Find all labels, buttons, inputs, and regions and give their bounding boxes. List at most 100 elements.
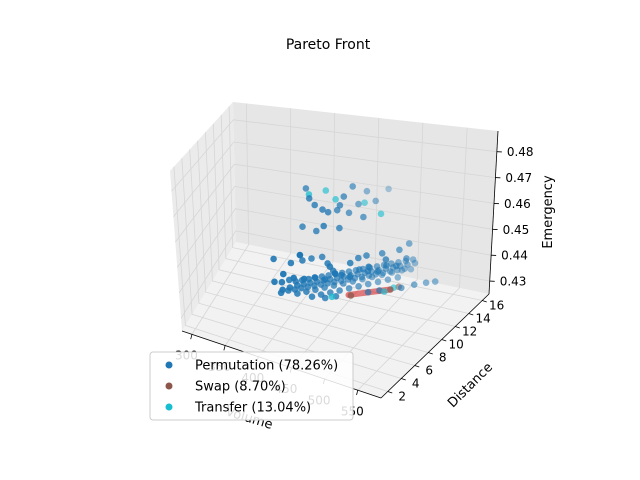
permutation-point (407, 265, 415, 273)
permutation-point (338, 271, 345, 279)
permutation-point (279, 286, 286, 294)
grid-line-x (191, 103, 250, 335)
permutation-point (321, 294, 329, 302)
permutation-point (374, 278, 382, 286)
permutation-point (405, 240, 413, 247)
permutation-point (410, 281, 418, 289)
permutation-point (300, 275, 308, 283)
permutation-point (345, 285, 353, 292)
permutation-point (394, 274, 402, 281)
permutation-point (396, 246, 403, 254)
permutation-point (312, 286, 319, 294)
grid-line-z (174, 163, 495, 243)
permutation-point (365, 263, 373, 271)
transfer-point (381, 288, 388, 295)
permutation-point (372, 197, 380, 205)
legend-label-transfer: Transfer (13.04%) (194, 401, 311, 416)
y-tick-label-mark (387, 391, 393, 394)
z-tick-label: 0.44 (501, 249, 528, 263)
y-tick-label: 10 (449, 337, 464, 351)
permutation-point (346, 259, 354, 267)
permutation-point (403, 255, 410, 262)
permutation-point (321, 276, 329, 283)
permutation-point (308, 255, 315, 262)
y-tick-label-mark (468, 313, 474, 316)
permutation-point (336, 287, 343, 294)
permutation-point (330, 282, 338, 289)
permutation-point (278, 278, 286, 286)
transfer-point (377, 210, 385, 218)
z-axis-line (488, 130, 499, 295)
permutation-point (398, 284, 405, 292)
z-tick-label: 0.45 (503, 223, 530, 237)
permutation-point (318, 253, 326, 261)
permutation-point (382, 256, 390, 263)
y-tick-label-mark (441, 339, 447, 342)
permutation-point (345, 209, 353, 217)
permutation-point (345, 268, 353, 275)
permutation-point (346, 273, 354, 281)
y-tick-label: 14 (476, 311, 491, 325)
permutation-point (333, 206, 341, 214)
permutation-point (373, 263, 381, 270)
permutation-point (303, 288, 310, 296)
y-axis-line (380, 293, 490, 399)
permutation-point (299, 257, 306, 264)
permutation-point (393, 262, 400, 270)
grid-lines (171, 103, 497, 392)
y-tick-label-mark (401, 378, 406, 381)
transfer-point (332, 196, 339, 203)
permutation-point (324, 208, 332, 216)
permutation-point (384, 276, 392, 284)
permutation-point (320, 222, 328, 230)
permutation-point (340, 193, 348, 200)
legend: Permutation (78.26%) Swap (8.70%) Transf… (149, 351, 354, 421)
grid-line-z (176, 185, 493, 268)
permutation-point (326, 263, 334, 271)
grid-line-z (173, 141, 496, 217)
permutation-point (286, 284, 294, 291)
legend-marker-permutation (165, 361, 173, 369)
y-tick-label: 16 (489, 298, 504, 312)
transfer-point (328, 293, 336, 301)
swap-point (387, 286, 394, 293)
y-axis-label: Distance (445, 360, 496, 411)
grid-line-y (197, 140, 429, 353)
permutation-point (422, 279, 430, 287)
permutation-point (299, 223, 306, 230)
permutation-point (356, 266, 363, 273)
permutation-point (270, 255, 277, 263)
grid-line-y (189, 149, 415, 366)
y-tick-label-mark (482, 300, 487, 303)
permutation-point (360, 213, 367, 221)
permutation-point (319, 206, 326, 213)
grid-line-x (224, 108, 292, 346)
permutation-point (385, 185, 392, 193)
permutation-point (374, 268, 382, 275)
permutation-point (296, 251, 304, 259)
legend-marker-transfer (165, 403, 173, 411)
grid-line-z (180, 230, 490, 319)
permutation-point (311, 274, 319, 281)
legend-label-swap: Swap (8.70%) (195, 380, 286, 395)
swap-point (347, 292, 355, 299)
permutation-point (431, 278, 439, 285)
chart-title: Pareto Front (286, 37, 371, 53)
permutation-point (363, 252, 370, 259)
z-tick-label: 0.46 (504, 197, 531, 211)
permutation-point (378, 250, 386, 257)
floor-pane (182, 242, 489, 398)
y-tick-label: 12 (462, 324, 477, 338)
y-tick-label: 4 (412, 376, 420, 390)
permutation-point (409, 256, 417, 263)
y-tick-label: 8 (439, 350, 447, 364)
permutation-point (313, 227, 320, 235)
permutation-point (290, 274, 298, 282)
permutation-point (305, 195, 313, 202)
grid-line-y (212, 123, 456, 327)
permutation-point (287, 259, 295, 267)
x-tick-label-mark (223, 345, 226, 351)
permutation-point (331, 270, 339, 277)
transfer-point (361, 199, 368, 206)
scatter-points (270, 183, 439, 302)
